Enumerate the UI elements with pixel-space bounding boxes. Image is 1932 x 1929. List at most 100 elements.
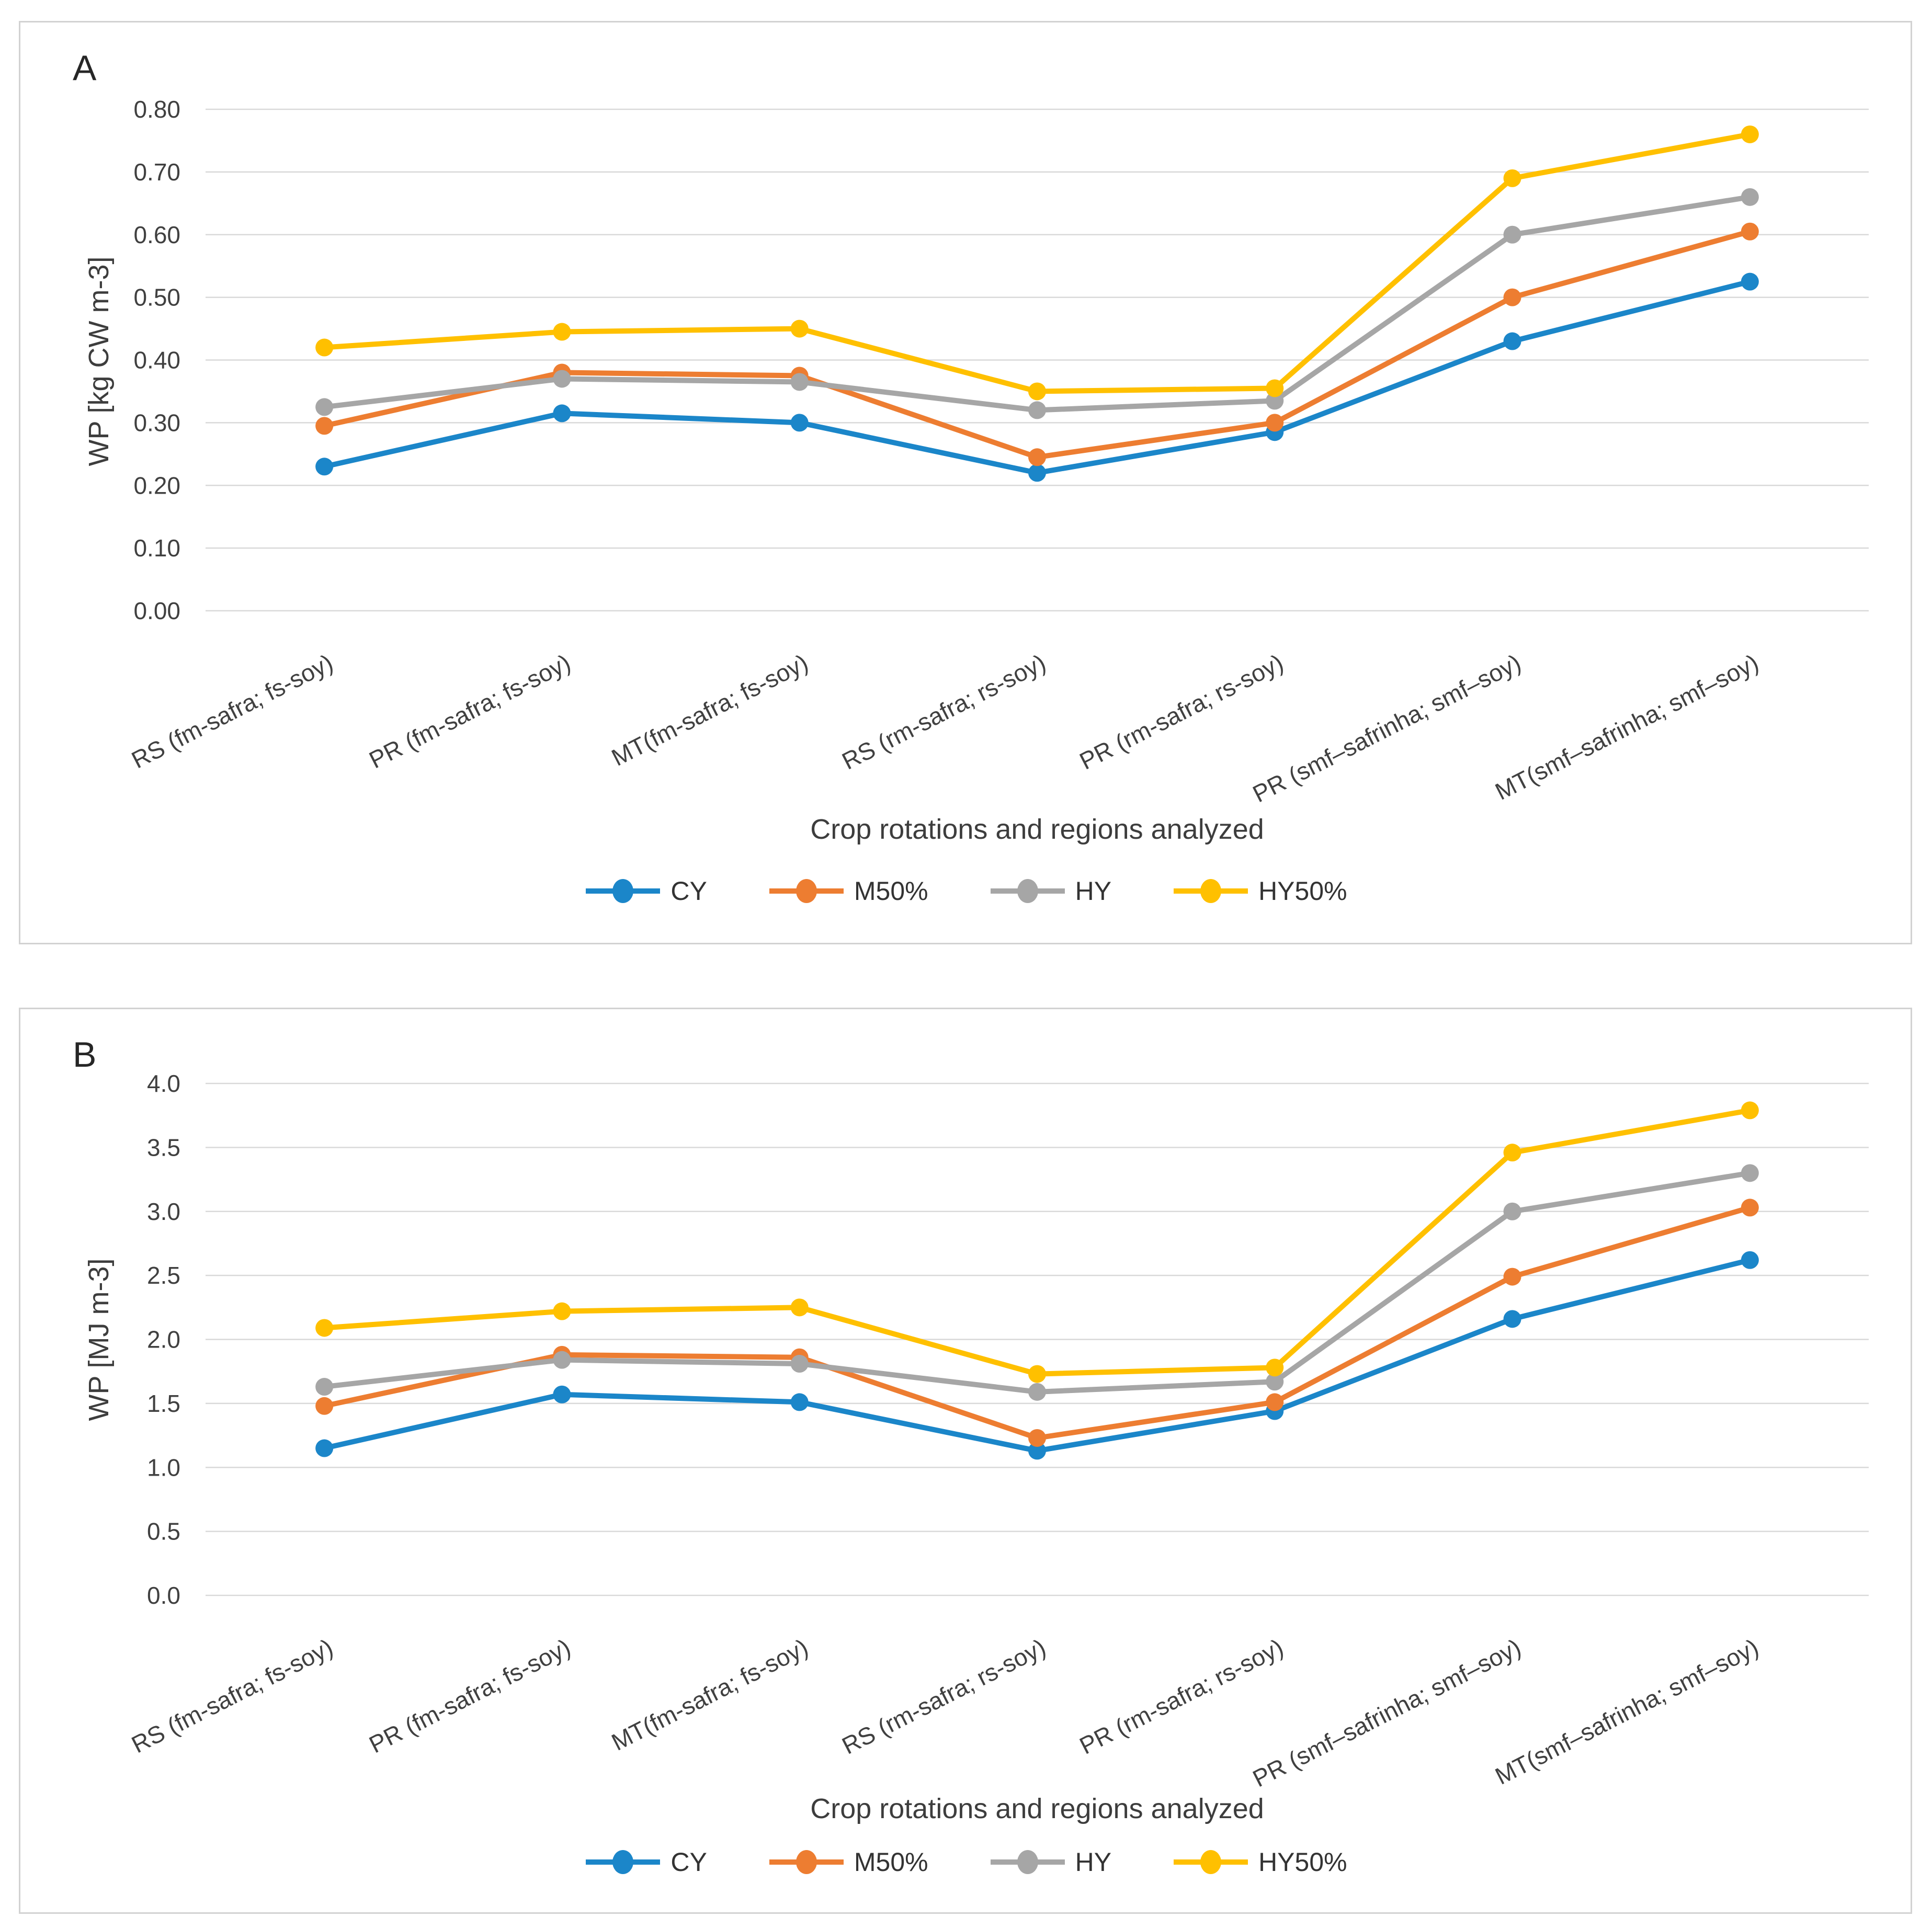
data-point-marker (553, 370, 571, 388)
legend-label: CY (670, 876, 707, 906)
data-point-marker (1028, 401, 1046, 419)
legend-b: CY M50% HY HY50% (20, 1847, 1911, 1877)
x-category-label: MT(smf–safrinha; smf–soy) (1491, 649, 1763, 805)
data-point-marker (315, 417, 334, 435)
y-tick-label: 0.60 (133, 221, 180, 248)
y-tick-labels: 0.00 0.10 0.20 0.30 0.40 0.50 0.60 0.70 0.80 (133, 96, 180, 624)
data-point-marker (790, 1298, 809, 1317)
legend-marker-icon (1174, 879, 1248, 903)
legend-marker-icon (1174, 1850, 1248, 1874)
data-point-marker (1266, 1373, 1284, 1391)
series-HY50% (315, 125, 1759, 401)
legend-item-CY: CY (584, 876, 707, 906)
data-point-marker (1503, 1268, 1521, 1286)
data-point-marker (1741, 188, 1759, 206)
y-tick-label: 0.40 (133, 347, 180, 374)
x-category-label: MT(fm-safra; fs-soy) (607, 649, 812, 771)
data-point-marker (553, 1351, 571, 1369)
legend-label: HY (1075, 1847, 1112, 1877)
data-point-marker (1741, 1199, 1759, 1217)
y-tick-label: 0.0 (147, 1582, 180, 1609)
legend-label: HY50% (1258, 1847, 1347, 1877)
data-point-marker (1741, 1164, 1759, 1182)
legend-label: HY (1075, 876, 1112, 906)
x-category-label: RS (fm-safra; fs-soy) (127, 649, 337, 774)
legend-item-HY: HY (988, 1847, 1111, 1877)
legend-item-HY50%: HY50% (1172, 876, 1347, 906)
y-tick-label: 0.70 (133, 158, 180, 186)
y-tick-label: 0.10 (133, 534, 180, 562)
data-point-marker (1503, 1144, 1521, 1162)
data-point-marker (790, 1355, 809, 1373)
legend-marker-icon (586, 879, 661, 903)
line-chart-a: 0.00 0.10 0.20 0.30 0.40 0.50 0.60 0.70 0.80 RS (… (127, 96, 1869, 808)
x-category-label: PR (fm-safra; fs-soy) (365, 1634, 575, 1759)
x-axis-title-a: Crop rotations and regions analyzed (810, 814, 1264, 845)
data-point-marker (553, 1385, 571, 1403)
gridlines (206, 1082, 1869, 1596)
data-point-marker (1028, 464, 1046, 482)
y-tick-label: 0.30 (133, 409, 180, 436)
y-tick-label: 2.5 (147, 1262, 180, 1289)
data-point-marker (553, 323, 571, 341)
data-point-marker (553, 404, 571, 423)
data-point-marker (1028, 382, 1046, 401)
x-category-label: RS (fm-safra; fs-soy) (127, 1634, 337, 1759)
series-M50% (315, 1199, 1759, 1447)
y-tick-label: 1.0 (147, 1454, 180, 1481)
data-point-marker (1266, 392, 1284, 410)
legend-dot (1017, 1850, 1038, 1874)
x-category-label: PR (smf–safrinha; smf–soy) (1248, 649, 1525, 808)
gridlines (206, 108, 1869, 612)
y-tick-label: 2.0 (147, 1326, 180, 1353)
legend-dot (1200, 879, 1222, 903)
series-HY (315, 188, 1759, 419)
legend-item-HY50%: HY50% (1172, 1847, 1347, 1877)
data-point-marker (1503, 1202, 1521, 1220)
legend-label: M50% (854, 876, 928, 906)
panel-chart-a: A 0.00 0.10 0.20 0.30 0.40 0.50 0.60 0.70 0.80 RS… (19, 21, 1912, 944)
series-line (322, 1108, 1753, 1377)
data-point-marker (1741, 222, 1759, 241)
y-tick-label: 0.20 (133, 472, 180, 499)
panel-chart-b: B 0.0 0.5 1.0 1.5 2.0 2.5 3.0 3.5 4.0 RS (fm-safr… (19, 1008, 1912, 1914)
legend-item-CY: CY (584, 1847, 707, 1877)
legend-item-HY: HY (988, 876, 1111, 906)
legend-dot (612, 879, 634, 903)
data-point-marker (315, 1378, 334, 1396)
data-point-marker (1503, 288, 1521, 306)
data-point-marker (315, 338, 334, 357)
data-point-marker (1266, 414, 1284, 432)
data-point-marker (790, 373, 809, 391)
legend-marker-icon (990, 1850, 1065, 1874)
legend-dot (612, 1850, 634, 1874)
data-point-marker (1028, 1383, 1046, 1401)
data-point-marker (790, 1393, 809, 1411)
y-tick-label: 4.0 (147, 1070, 180, 1097)
x-category-label: PR (rm-safra; rs-soy) (1075, 1634, 1288, 1760)
data-point-marker (1266, 1393, 1284, 1411)
y-tick-label: 0.5 (147, 1518, 180, 1545)
data-point-marker (1741, 1251, 1759, 1269)
data-point-marker (1028, 1442, 1046, 1460)
legend-label: HY50% (1258, 876, 1347, 906)
data-point-marker (1503, 332, 1521, 350)
legend-label: CY (670, 1847, 707, 1877)
legend-marker-icon (586, 1850, 661, 1874)
series-line (322, 1257, 1753, 1454)
legend-dot (1200, 1850, 1222, 1874)
y-axis-title-b: WP [MJ m-3] (83, 1258, 115, 1421)
panel-label-b: B (73, 1035, 97, 1075)
series-HY50% (315, 1101, 1759, 1383)
data-point-marker (553, 1302, 571, 1320)
line-chart-b: 0.0 0.5 1.0 1.5 2.0 2.5 3.0 3.5 4.0 RS (fm-safra;… (127, 1070, 1869, 1793)
data-point-marker (790, 319, 809, 338)
series-HY (315, 1164, 1759, 1401)
legend-marker-icon (769, 879, 844, 903)
data-point-marker (1266, 1359, 1284, 1377)
x-category-label: PR (rm-safra; rs-soy) (1075, 649, 1288, 775)
data-point-marker (1028, 448, 1046, 466)
legend-item-M50%: M50% (767, 876, 928, 906)
y-tick-label: 0.00 (133, 597, 180, 624)
